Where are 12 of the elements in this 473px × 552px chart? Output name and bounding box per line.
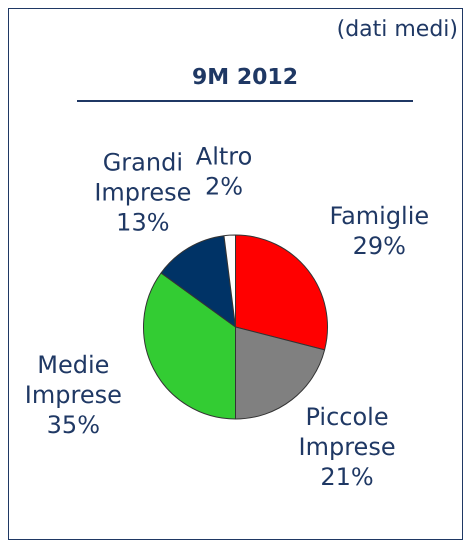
- data-label: 2%: [205, 172, 244, 201]
- chart-subtitle: (dati medi): [336, 17, 458, 42]
- slice-label: Grandi Imprese: [94, 148, 192, 207]
- slice-label: Medie Imprese: [24, 351, 122, 410]
- data-label: 35%: [46, 411, 100, 440]
- data-label: 21%: [320, 462, 374, 491]
- slice-label: Famiglie: [329, 202, 430, 230]
- slice-label: Piccole Imprese: [298, 402, 396, 461]
- data-label: 29%: [352, 232, 406, 260]
- slice-label: Altro: [196, 142, 252, 171]
- data-label: 13%: [116, 208, 170, 237]
- chart-title: 9M 2012: [77, 65, 413, 102]
